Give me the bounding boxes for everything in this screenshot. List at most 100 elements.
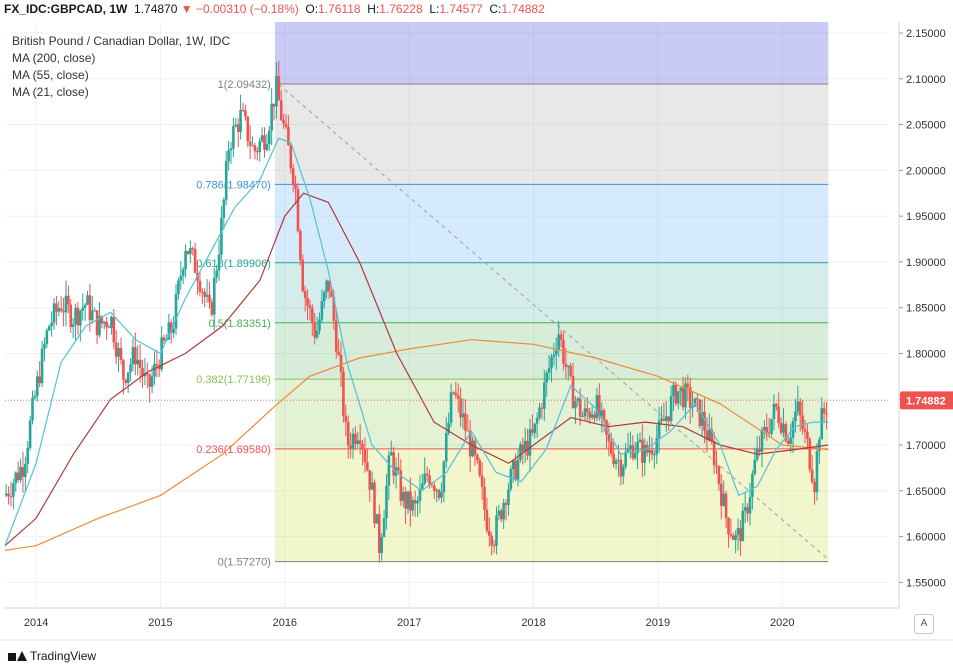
candle-body xyxy=(244,110,247,117)
candle-body xyxy=(468,430,472,457)
candle-body xyxy=(385,485,388,519)
candle-body xyxy=(722,493,725,506)
candle-body xyxy=(786,440,790,444)
legend-ma55[interactable]: MA (55, close) xyxy=(12,68,89,82)
candle-body xyxy=(523,440,527,452)
candle-body xyxy=(485,509,489,531)
candle-body xyxy=(107,327,111,329)
candle-body xyxy=(40,348,44,384)
candle-body xyxy=(69,304,73,327)
candle-body xyxy=(739,528,742,542)
candle-body xyxy=(571,375,575,409)
time-tick-label: 2016 xyxy=(273,617,297,629)
candle-body xyxy=(327,280,331,292)
candle-body xyxy=(366,462,369,471)
candle-body xyxy=(129,364,132,373)
candle-body xyxy=(131,347,135,365)
candle-body xyxy=(210,301,214,315)
candle-body xyxy=(59,308,63,311)
candle-body xyxy=(296,188,300,232)
candle-body xyxy=(492,545,496,547)
candle-body xyxy=(186,250,190,255)
candle-body xyxy=(322,291,326,302)
candle-body xyxy=(767,432,771,434)
candle-body xyxy=(181,269,185,276)
candle-body xyxy=(495,515,498,546)
trend-line[interactable] xyxy=(278,83,829,560)
candle-body xyxy=(399,470,403,501)
candle-body xyxy=(299,231,302,260)
candle-body xyxy=(26,447,30,464)
candle-body xyxy=(543,382,546,409)
candle-body xyxy=(502,502,505,520)
candle-body xyxy=(433,485,436,492)
price-tick-label: 1.80000 xyxy=(906,348,946,360)
candle-body xyxy=(583,408,587,417)
candle-body xyxy=(126,372,130,383)
candle-body xyxy=(189,248,192,255)
candle-body xyxy=(248,141,252,146)
candle-body xyxy=(480,475,484,487)
candle-body xyxy=(798,401,802,416)
candle-body xyxy=(184,250,187,270)
fib-level-label: 0.786(1.98470) xyxy=(196,179,271,191)
candle-body xyxy=(33,395,37,398)
close-value: 1.74882 xyxy=(501,2,545,16)
price-tick-label: 1.95000 xyxy=(906,211,946,223)
candle-body xyxy=(308,305,312,309)
candle-body xyxy=(741,510,745,542)
candle-body xyxy=(815,451,819,493)
candle-body xyxy=(667,416,670,422)
candle-body xyxy=(746,507,749,514)
candle-body xyxy=(406,491,410,509)
candle-body xyxy=(698,399,702,426)
legend-ma21[interactable]: MA (21, close) xyxy=(12,85,89,99)
candle-body xyxy=(160,337,163,370)
candle-body xyxy=(629,445,632,449)
candle-body xyxy=(521,444,525,452)
tradingview-branding[interactable]: TradingView xyxy=(8,649,96,663)
candle-body xyxy=(483,486,486,510)
candle-body xyxy=(533,423,537,433)
open-label: O: xyxy=(305,2,319,16)
price-tick-label: 2.10000 xyxy=(906,74,946,86)
candle-body xyxy=(760,429,764,452)
candle-body xyxy=(660,418,663,421)
candle-body xyxy=(52,303,56,323)
candle-body xyxy=(90,310,94,321)
candle-body xyxy=(24,463,27,477)
candle-body xyxy=(650,450,654,455)
auto-scale-button[interactable]: A xyxy=(914,614,934,634)
candle-body xyxy=(177,280,180,295)
candle-body xyxy=(74,307,77,325)
candle-body xyxy=(578,398,582,417)
candle-body xyxy=(669,396,673,422)
candle-body xyxy=(801,415,804,430)
price-tick-label: 1.55000 xyxy=(906,577,946,589)
candle-body xyxy=(822,408,826,414)
candle-body xyxy=(47,326,51,331)
candle-body xyxy=(416,501,419,504)
candle-body xyxy=(758,448,761,452)
candle-body xyxy=(55,303,58,312)
candle-body xyxy=(440,492,443,498)
ma-line xyxy=(4,192,829,547)
candle-body xyxy=(806,431,809,439)
ma-line xyxy=(4,137,829,546)
candle-body xyxy=(514,460,517,480)
candlestick-series xyxy=(4,61,828,563)
candle-body xyxy=(339,354,343,372)
candle-body xyxy=(155,364,159,366)
candle-body xyxy=(743,507,747,511)
candle-body xyxy=(31,397,34,421)
trend-line-segment xyxy=(278,83,829,560)
fibonacci-retracement[interactable]: 1(2.09432) 0.786(1.98470) 0.618(1.89906) 0.… xyxy=(196,22,829,569)
candle-body xyxy=(643,444,647,463)
candle-body xyxy=(146,373,149,375)
candle-body xyxy=(784,424,788,441)
candle-body xyxy=(794,411,797,422)
candle-body xyxy=(464,413,467,431)
candle-body xyxy=(14,472,18,484)
legend-ma200[interactable]: MA (200, close) xyxy=(12,51,96,65)
